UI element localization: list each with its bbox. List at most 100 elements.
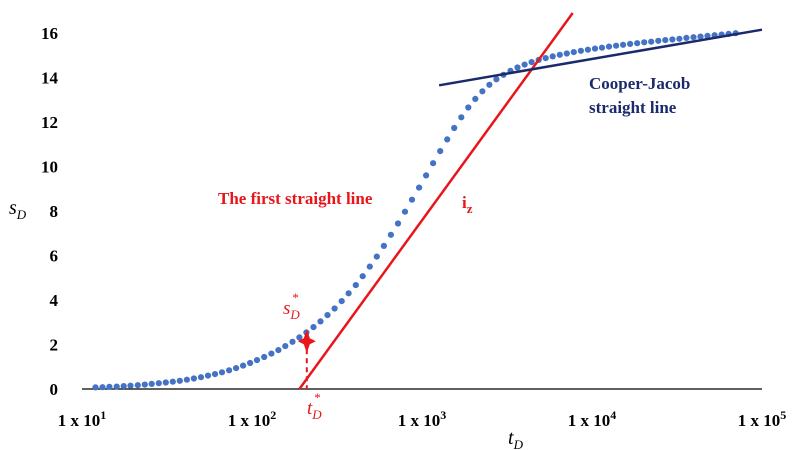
data-point [394,220,402,227]
data-point [437,148,444,155]
td-star-sub: D [311,407,322,422]
data-point [141,381,148,388]
data-point [233,365,240,372]
data-point [282,343,289,350]
data-point [690,34,697,41]
td-star-sup: * [314,390,321,405]
data-point [253,357,261,364]
data-point [549,53,556,60]
data-point [570,49,577,56]
sd-star-marker [297,329,316,354]
data-point [338,298,345,305]
data-point [563,50,570,57]
iz-label: iz [462,193,473,216]
sd-star-sub: D [289,307,300,322]
sd-star-label: sD * [283,290,300,322]
data-point [268,350,275,357]
data-point [359,273,366,280]
data-point [451,124,458,132]
data-point [183,376,190,383]
data-point [465,104,472,111]
y-tick-labels: 0 2 4 6 8 10 12 14 16 [41,24,59,399]
data-point [310,324,317,331]
data-point [387,231,394,238]
y-tick-label: 4 [50,291,59,310]
data-point [275,347,282,354]
data-point [430,160,437,167]
x-axis-title: tD [508,427,524,450]
data-point [472,95,479,102]
data-point [226,367,233,374]
data-point [92,384,99,391]
y-tick-label: 0 [50,380,59,399]
data-point [655,37,662,44]
x-tick-label: 1 x 101 [58,408,107,430]
data-point [155,380,162,387]
data-point [591,45,599,52]
data-point [662,37,669,44]
y-axis-title-main: s [9,197,17,219]
data-point [598,44,606,51]
first-line-label: The first straight line [218,189,373,208]
data-point [584,46,592,53]
data-point [261,353,268,361]
y-tick-label: 2 [50,336,59,355]
data-point [486,81,493,88]
data-point [324,312,331,319]
data-point [458,114,465,121]
data-point [514,64,521,71]
x-axis-title-sub: D [513,437,524,450]
data-point [493,76,500,83]
y-axis-title: sD [9,197,27,222]
data-point [162,379,169,386]
data-point [127,382,134,389]
data-point [240,362,247,369]
first-straight-line [298,12,574,390]
data-point [289,338,296,345]
data-point [190,375,197,382]
data-point [366,263,373,270]
data-point [444,136,451,143]
cooper-jacob-line [438,28,763,87]
data-point [648,38,655,45]
data-point [521,61,528,68]
data-point [345,290,352,297]
cooper-jacob-label-line1: Cooper-Jacob [589,74,690,93]
iz-sub: z [467,201,473,216]
data-point [542,55,549,62]
data-point [669,36,676,43]
sd-star-sup: * [292,290,299,305]
data-point [401,208,409,215]
y-tick-label: 14 [41,69,59,88]
data-point [169,378,176,385]
y-tick-label: 10 [41,158,58,177]
data-point [148,380,155,387]
data-point [556,51,563,58]
y-tick-label: 12 [41,113,58,132]
data-point [380,242,387,249]
data-point [373,253,380,260]
data-point [613,42,620,49]
data-point [247,359,254,367]
data-point [423,172,430,179]
data-point [528,59,535,66]
x-axis-title-main: t [508,427,514,449]
y-axis-title-sub: D [16,207,27,222]
sd-star-main: s [283,298,290,319]
data-point [634,40,641,47]
data-point [627,40,634,48]
data-point [204,372,212,379]
data-point [676,35,683,42]
data-point [605,43,613,50]
data-point [99,384,106,391]
data-point [176,377,183,384]
x-tick-label: 1 x 102 [228,408,277,430]
x-tick-label: 1 x 103 [398,408,447,430]
data-point [697,33,704,40]
data-points [92,30,739,391]
data-point [197,374,205,381]
iz-main: i [462,193,467,212]
data-point [120,383,127,390]
data-point [620,41,627,48]
